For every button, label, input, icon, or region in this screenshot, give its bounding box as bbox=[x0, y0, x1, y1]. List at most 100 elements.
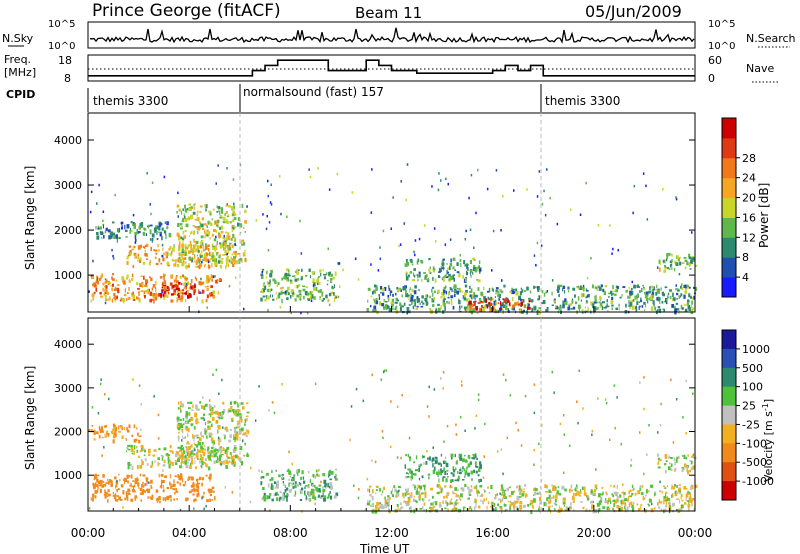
heatmap-cell-2-7 bbox=[489, 308, 491, 313]
heatmap-cell-2-6 bbox=[684, 308, 688, 312]
heatmap-cell-2-6 bbox=[567, 290, 570, 293]
heatmap-cell-2-6 bbox=[656, 297, 658, 301]
y-tick-label: 3000 bbox=[54, 382, 82, 395]
heatmap-cell-3-5 bbox=[529, 503, 531, 506]
heatmap-cell-2-2 bbox=[101, 236, 103, 239]
heatmap-cell-2-7 bbox=[494, 308, 496, 312]
x-tick-label: 20:00 bbox=[577, 526, 612, 540]
heatmap-cell-3-5 bbox=[419, 508, 423, 510]
heatmap-cell-3-5 bbox=[671, 484, 673, 489]
heatmap-cell-3-6 bbox=[406, 472, 408, 475]
heatmap-cell-3-3 bbox=[192, 434, 194, 439]
heatmap-cell-3-5 bbox=[416, 487, 418, 493]
heatmap-cell-2-6 bbox=[450, 301, 453, 306]
heatmap-cell-2-8 bbox=[424, 276, 427, 280]
heatmap-cell-2-6 bbox=[426, 294, 429, 298]
heatmap-cell-2-4 bbox=[196, 254, 198, 257]
heatmap-cell-2-0 bbox=[123, 293, 127, 297]
sparse-point bbox=[351, 191, 354, 194]
heatmap-cell-3-5 bbox=[419, 485, 422, 490]
heatmap-cell-3-5 bbox=[672, 493, 674, 498]
heatmap-cell-2-6 bbox=[443, 290, 446, 294]
heatmap-cell-3-0 bbox=[99, 488, 102, 494]
sparse-point bbox=[499, 492, 501, 495]
heatmap-cell-3-0 bbox=[201, 482, 203, 487]
heatmap-cell-2-4 bbox=[205, 209, 207, 212]
heatmap-cell-2-6 bbox=[415, 307, 418, 310]
heatmap-cell-3-5 bbox=[685, 497, 687, 502]
heatmap-cell-2-8 bbox=[472, 257, 475, 260]
heatmap-cell-3-5 bbox=[574, 493, 578, 497]
heatmap-cell-2-0 bbox=[96, 278, 97, 282]
heatmap-cell-2-0 bbox=[115, 295, 118, 300]
heatmap-cell-3-0 bbox=[94, 475, 97, 480]
heatmap-cell-2-4 bbox=[183, 253, 185, 257]
heatmap-cell-2-5 bbox=[261, 268, 265, 271]
heatmap-cell-3-0 bbox=[116, 495, 119, 497]
heatmap-cell-2-3 bbox=[212, 258, 216, 262]
heatmap-cell-2-6 bbox=[653, 303, 655, 307]
heatmap-cell-2-4 bbox=[184, 217, 188, 223]
heatmap-cell-3-6 bbox=[420, 463, 423, 467]
heatmap-cell-3-4 bbox=[285, 495, 289, 498]
heatmap-cell-2-5 bbox=[272, 278, 276, 282]
heatmap-cell-3-0 bbox=[195, 483, 199, 487]
sparse-point bbox=[122, 300, 125, 304]
heatmap-cell-3-3 bbox=[229, 434, 232, 439]
sparse-point bbox=[611, 307, 613, 310]
heatmap-cell-3-3 bbox=[200, 461, 202, 464]
sparse-point bbox=[102, 219, 104, 222]
heatmap-cell-2-2 bbox=[103, 235, 105, 239]
heatmap-cell-3-1 bbox=[134, 438, 138, 442]
heatmap-cell-2-6 bbox=[669, 295, 672, 299]
heatmap-cell-2-6 bbox=[406, 307, 409, 312]
heatmap-cell-3-4 bbox=[287, 493, 290, 497]
heatmap-cell-2-4 bbox=[220, 207, 223, 211]
heatmap-cell-2-3 bbox=[181, 255, 183, 258]
heatmap-cell-3-6 bbox=[432, 469, 436, 475]
heatmap-cell-3-0 bbox=[187, 476, 191, 479]
heatmap-cell-2-4 bbox=[187, 244, 190, 249]
heatmap-cell-2-2 bbox=[135, 238, 137, 242]
sparse-point bbox=[322, 486, 324, 489]
heatmap-cell-3-3 bbox=[184, 458, 186, 462]
heatmap-cell-3-4 bbox=[328, 469, 332, 475]
heatmap-cell-2-6 bbox=[379, 301, 382, 306]
heatmap-cell-2-6 bbox=[695, 287, 698, 291]
heatmap-cell-2-0 bbox=[127, 296, 131, 300]
heatmap-cell-3-3 bbox=[220, 413, 224, 418]
sparse-point bbox=[397, 289, 399, 292]
heatmap-cell-3-3 bbox=[210, 437, 214, 441]
heatmap-cell-3-5 bbox=[564, 488, 567, 492]
heatmap-cell-3-6 bbox=[442, 477, 444, 482]
y-tick-label: 3000 bbox=[54, 179, 82, 192]
heatmap-cell-2-6 bbox=[392, 303, 394, 307]
sparse-point bbox=[629, 306, 631, 309]
heatmap-cell-3-2 bbox=[232, 457, 235, 460]
heatmap-cell-3-5 bbox=[572, 500, 575, 503]
heatmap-cell-2-6 bbox=[416, 296, 419, 299]
heatmap-cell-3-5 bbox=[657, 502, 659, 506]
heatmap-cell-2-6 bbox=[651, 288, 654, 292]
heatmap-cell-3-4 bbox=[310, 491, 313, 496]
heatmap-cell-3-5 bbox=[629, 489, 632, 492]
heatmap-cell-2-6 bbox=[585, 306, 586, 309]
heatmap-cell-2-0 bbox=[158, 293, 161, 297]
heatmap-cell-2-6 bbox=[639, 305, 641, 308]
sparse-point bbox=[193, 507, 195, 510]
heatmap-cell-2-6 bbox=[615, 285, 618, 288]
heatmap-cell-3-3 bbox=[203, 413, 205, 416]
heatmap-cell-2-5 bbox=[266, 296, 270, 300]
heatmap-cell-3-2 bbox=[131, 466, 134, 470]
heatmap-cell-2-4 bbox=[182, 239, 184, 244]
heatmap-cell-3-3 bbox=[211, 455, 214, 457]
heatmap-cell-2-6 bbox=[463, 297, 467, 301]
sparse-point bbox=[202, 396, 204, 399]
heatmap-cell-2-6 bbox=[618, 303, 620, 307]
heatmap-cell-2-0 bbox=[137, 287, 140, 290]
heatmap-cell-3-4 bbox=[298, 482, 301, 485]
heatmap-cell-3-5 bbox=[571, 496, 575, 500]
heatmap-cell-3-4 bbox=[323, 485, 327, 488]
heatmap-cell-2-4 bbox=[206, 225, 208, 228]
